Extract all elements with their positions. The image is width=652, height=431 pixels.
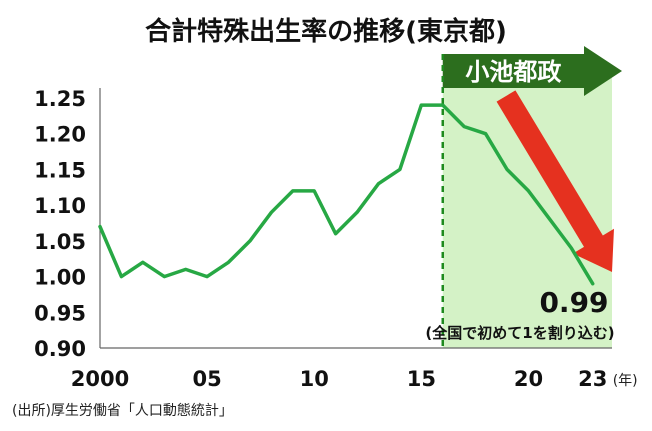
chart-title: 合計特殊出生率の推移(東京都) — [145, 16, 507, 47]
highlight-label: 小池都政 — [465, 58, 561, 86]
y-tick-label: 1.00 — [34, 266, 86, 290]
plot-area: 小池都政 1.25 1.20 1.15 1.10 1.05 1.00 0.95 0.90 2000… — [34, 46, 638, 391]
x-unit-label: (年) — [613, 373, 638, 389]
series-line — [98, 103, 595, 286]
y-tick-label: 1.10 — [34, 194, 86, 218]
x-tick-label: 10 — [300, 367, 329, 391]
highlight-banner-arrow — [442, 46, 622, 96]
y-tick-label: 1.15 — [34, 158, 86, 182]
y-tick-label: 1.25 — [34, 87, 86, 111]
source-note: (出所)厚生労働省「人口動態統計」 — [12, 403, 233, 419]
y-tick-label: 1.20 — [34, 123, 86, 147]
y-tick-label: 1.05 — [34, 230, 86, 254]
decline-arrow — [496, 90, 614, 273]
y-tick-label: 0.90 — [34, 337, 86, 361]
x-tick-label: 15 — [407, 367, 436, 391]
x-tick-label: 2000 — [71, 367, 129, 391]
x-tick-label: 20 — [514, 367, 543, 391]
value-annotation: 0.99 — [539, 286, 608, 319]
note-annotation: (全国で初めて1を割り込む) — [425, 324, 614, 342]
y-tick-label: 0.95 — [34, 301, 86, 325]
x-tick-label: 05 — [192, 367, 221, 391]
x-tick-label: 23 — [578, 367, 607, 391]
